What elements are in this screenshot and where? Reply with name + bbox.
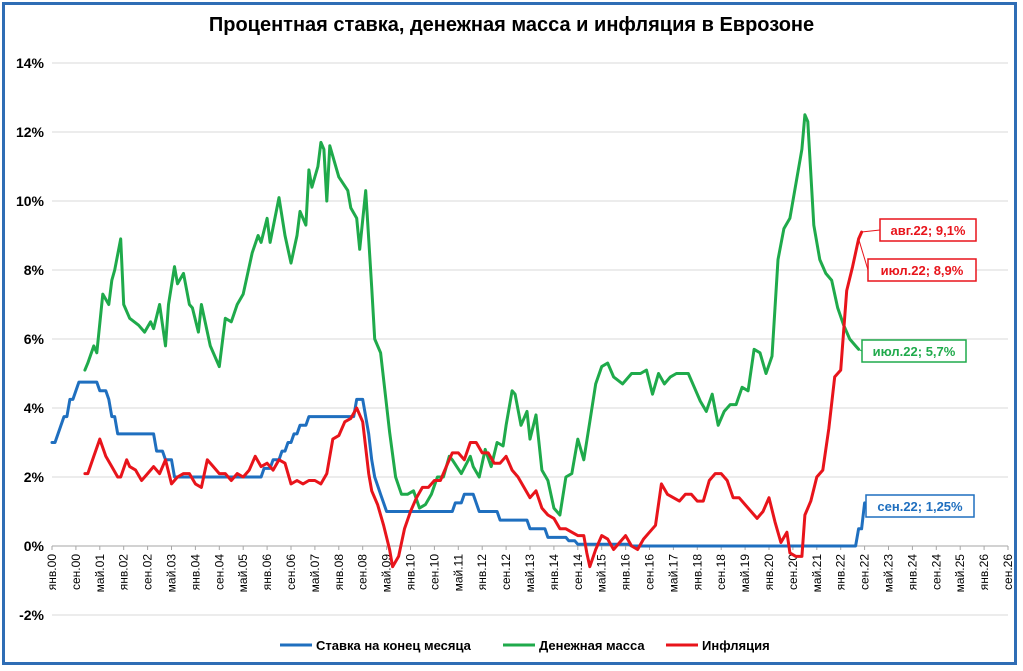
y-tick-label: 4% — [24, 400, 45, 416]
x-tick-label: янв.22 — [834, 554, 848, 591]
x-tick-label: май.07 — [308, 554, 322, 593]
x-tick-label: янв.00 — [45, 554, 59, 591]
x-axis: янв.00 сен.00 май.01 янв.02 сен.02 май.03 янв.… — [45, 545, 1015, 593]
x-tick-label: янв.08 — [332, 554, 346, 591]
chart-title: Процентная ставка, денежная масса и инфл… — [208, 14, 815, 36]
legend-label: Инфляция — [702, 638, 770, 653]
annotation-label: июл.22; 5,7% — [873, 344, 956, 359]
gridlines — [52, 62, 1008, 616]
x-tick-label: сен.14 — [571, 554, 585, 590]
x-tick-label: май.19 — [738, 554, 752, 593]
x-tick-label: май.01 — [93, 554, 107, 593]
series-line-0 — [50, 380, 867, 548]
x-tick-label: май.11 — [451, 554, 465, 592]
x-tick-label: сен.06 — [284, 554, 298, 590]
x-tick-label: янв.04 — [188, 554, 202, 591]
x-tick-label: май.21 — [810, 554, 824, 593]
x-tick-label: сен.10 — [427, 554, 441, 590]
x-tick-label: сен.00 — [69, 554, 83, 590]
y-tick-label: 14% — [16, 55, 45, 71]
series-line-2 — [83, 230, 864, 569]
annotation-box — [879, 218, 977, 242]
annotation-box — [861, 339, 967, 363]
x-tick-label: янв.26 — [977, 554, 991, 591]
x-tick-label: сен.20 — [786, 554, 800, 590]
annotation-leader — [861, 229, 881, 233]
x-tick-label: янв.20 — [762, 554, 776, 591]
x-tick-label: сен.02 — [141, 554, 155, 590]
x-tick-label: янв.24 — [905, 554, 919, 591]
annotation-leader — [858, 238, 869, 271]
series-line-1 — [83, 113, 861, 517]
x-tick-label: май.17 — [666, 554, 680, 593]
x-tick-label: янв.12 — [475, 554, 489, 591]
annotation-label: сен.22; 1,25% — [877, 499, 963, 514]
legend: Ставка на конец месяца Денежная масса Инфл… — [280, 638, 770, 653]
x-tick-label: янв.02 — [117, 554, 131, 591]
x-tick-label: май.23 — [882, 554, 896, 593]
x-tick-label: сен.22 — [858, 554, 872, 590]
y-tick-label: 10% — [16, 193, 45, 209]
x-tick-label: сен.04 — [212, 554, 226, 590]
x-tick-label: янв.18 — [690, 554, 704, 591]
x-tick-label: янв.06 — [260, 554, 274, 591]
annotation-box — [865, 494, 975, 518]
x-tick-label: сен.16 — [643, 554, 657, 590]
annotations: авг.22; 9,1% июл.22; 8,9% июл.22; 5,7% сен.… — [858, 218, 977, 518]
annotation-label: июл.22; 8,9% — [881, 263, 964, 278]
x-tick-label: май.05 — [236, 554, 250, 593]
annotation-box — [867, 258, 977, 282]
y-tick-label: 2% — [24, 469, 45, 485]
x-tick-label: май.15 — [595, 554, 609, 593]
y-tick-label: 0% — [24, 538, 45, 554]
x-tick-label: май.09 — [380, 554, 394, 593]
x-tick-label: янв.14 — [547, 554, 561, 591]
x-tick-label: май.25 — [953, 554, 967, 593]
x-tick-label: май.03 — [165, 554, 179, 593]
series-lines — [50, 113, 867, 569]
legend-label: Ставка на конец месяца — [316, 638, 472, 653]
y-tick-label: 12% — [16, 124, 45, 140]
legend-label: Денежная масса — [539, 638, 645, 653]
x-tick-label: янв.10 — [404, 554, 418, 591]
y-axis: -2% 0% 2% 4% 6% 8% 10% 12% 14% — [16, 55, 45, 623]
x-tick-label: сен.24 — [929, 554, 943, 590]
y-tick-label: 8% — [24, 262, 45, 278]
x-tick-label: сен.26 — [1001, 554, 1015, 590]
annotation-label: авг.22; 9,1% — [891, 223, 966, 238]
y-tick-label: 6% — [24, 331, 45, 347]
x-tick-label: сен.18 — [714, 554, 728, 590]
x-tick-label: май.13 — [523, 554, 537, 593]
x-tick-label: сен.08 — [356, 554, 370, 590]
x-tick-label: сен.12 — [499, 554, 513, 590]
x-tick-label: янв.16 — [619, 554, 633, 591]
y-tick-label: -2% — [19, 607, 44, 623]
